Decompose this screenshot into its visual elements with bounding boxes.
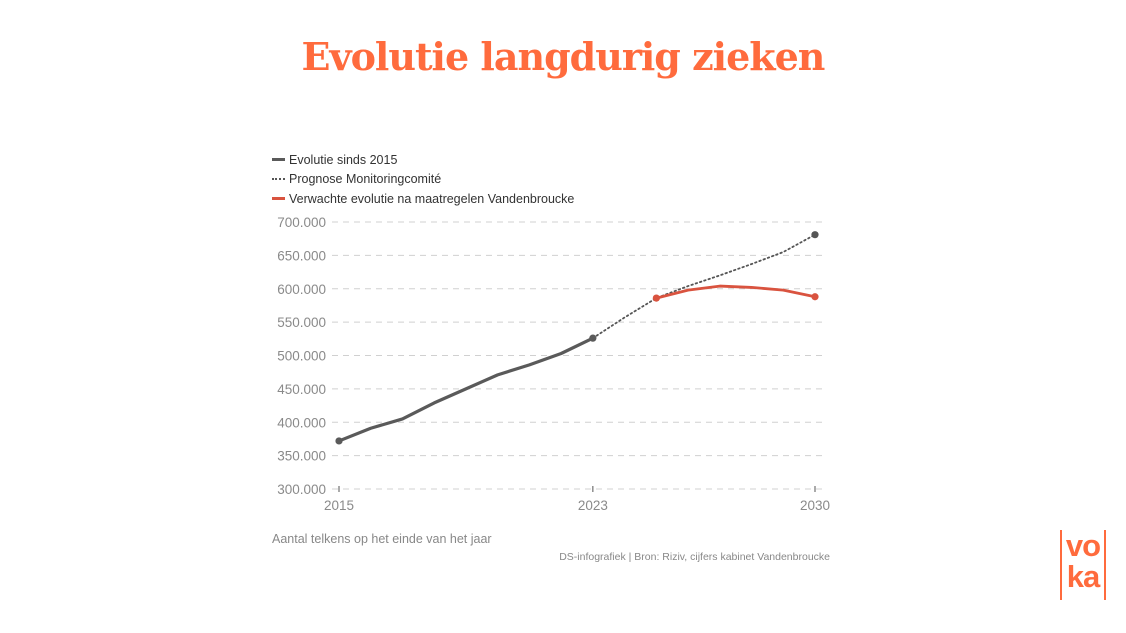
legend-label: Evolutie sinds 2015 xyxy=(289,152,398,167)
legend: Evolutie sinds 2015 Prognose Monitoringc… xyxy=(272,150,574,209)
y-tick-label: 550.000 xyxy=(277,315,326,330)
solid-line-swatch-icon xyxy=(272,158,285,162)
y-tick-label: 650.000 xyxy=(277,248,326,263)
chart-note: Aantal telkens op het einde van het jaar xyxy=(272,532,492,546)
legend-item-verwachte: Verwachte evolutie na maatregelen Vanden… xyxy=(272,189,574,209)
series-line xyxy=(337,336,595,443)
data-point-marker xyxy=(335,437,343,445)
x-axis-ticks: 2015 2023 2030 xyxy=(324,486,830,513)
x-tick-label: 2030 xyxy=(800,498,830,513)
series-line xyxy=(654,284,817,300)
logo-line-1: vo xyxy=(1065,530,1101,563)
data-point-marker xyxy=(652,294,660,302)
legend-label: Prognose Monitoringcomité xyxy=(289,172,442,187)
data-point-marker xyxy=(589,334,597,342)
voka-logo: vo ka xyxy=(1060,530,1106,600)
y-axis-ticks: 300.000 350.000 400.000 450.000 500.000 550.0… xyxy=(277,215,326,497)
gridlines xyxy=(332,221,822,490)
data-point-marker xyxy=(811,231,819,239)
red-line-swatch-icon xyxy=(272,197,285,201)
y-tick-label: 300.000 xyxy=(277,482,326,497)
chart-source: DS-infografiek | Bron: Riziv, cijfers ka… xyxy=(559,551,830,563)
legend-item-evolutie: Evolutie sinds 2015 xyxy=(272,150,574,170)
x-tick-label: 2015 xyxy=(324,498,354,513)
y-tick-label: 500.000 xyxy=(277,349,326,364)
dotted-line-swatch-icon xyxy=(272,178,285,181)
y-tick-label: 600.000 xyxy=(277,282,326,297)
y-tick-label: 400.000 xyxy=(277,415,326,430)
x-tick-label: 2023 xyxy=(578,498,608,513)
legend-label: Verwachte evolutie na maatregelen Vanden… xyxy=(289,191,575,206)
y-tick-label: 450.000 xyxy=(277,382,326,397)
series-lines xyxy=(335,231,819,445)
chart-title: Evolutie langdurig zieken xyxy=(301,34,826,79)
y-tick-label: 350.000 xyxy=(277,449,326,464)
data-point-marker xyxy=(811,293,819,301)
y-tick-label: 700.000 xyxy=(277,215,326,230)
legend-item-prognose: Prognose Monitoringcomité xyxy=(272,170,574,190)
series-line xyxy=(591,233,816,340)
logo-line-2: ka xyxy=(1066,559,1100,594)
